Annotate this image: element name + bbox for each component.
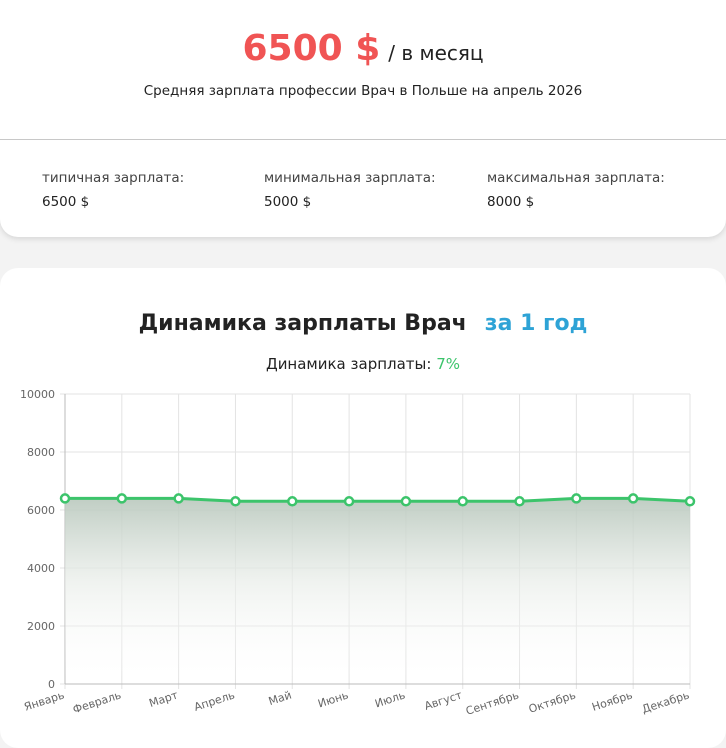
- y-tick-label: 8000: [27, 446, 55, 459]
- stat-value: 6500 $: [42, 194, 90, 210]
- point: [514, 496, 525, 507]
- amount-row: 6500 $ / в месяц: [0, 28, 726, 69]
- chart-title-row: Динамика зарплаты Врач за 1 год: [0, 311, 726, 336]
- x-tick-label: Июль: [373, 688, 407, 710]
- point: [571, 493, 582, 504]
- chart-title: Динамика зарплаты Врач: [138, 311, 467, 336]
- divider: [0, 139, 726, 140]
- stat: минимальная зарплата: 5000 $: [264, 170, 436, 210]
- chart: 0 2000 4000 6000 8000 10000 Январь Февраль Март А…: [20, 388, 696, 718]
- x-tick-label: Август: [423, 688, 464, 713]
- x-tick-label: Март: [147, 688, 180, 710]
- x-tick-label: Январь: [22, 688, 66, 713]
- point: [116, 493, 128, 504]
- x-tick-label: Февраль: [71, 688, 123, 716]
- change-value: 7%: [436, 355, 461, 373]
- stat-label: типичная зарплата:: [42, 170, 185, 186]
- stat: максимальная зарплата: 8000 $: [487, 170, 665, 210]
- point: [684, 496, 696, 507]
- change-label: Динамика зарплаты:: [265, 355, 432, 373]
- y-tick-label: 0: [48, 678, 55, 691]
- point: [287, 496, 298, 507]
- x-tick-label: Апрель: [192, 688, 236, 713]
- salary-amount: 6500 $: [242, 28, 381, 69]
- x-tick-label: Май: [267, 688, 293, 708]
- summary-card: 6500 $ / в месяц Средняя зарплата професс…: [0, 0, 726, 237]
- point: [230, 496, 241, 507]
- stat-value: 5000 $: [264, 194, 312, 210]
- x-tick-label: Ноябрь: [590, 688, 634, 713]
- point: [173, 493, 184, 504]
- point: [400, 496, 412, 507]
- stat: типичная зарплата: 6500 $: [42, 170, 184, 210]
- stat-label: максимальная зарплата:: [487, 170, 665, 186]
- point: [59, 493, 71, 504]
- change-row: Динамика зарплаты: 7%: [0, 355, 726, 373]
- x-tick-label: Октябрь: [527, 688, 577, 715]
- point: [343, 496, 355, 507]
- y-tick-label: 2000: [27, 620, 55, 633]
- salary-period: / в месяц: [388, 41, 484, 65]
- x-tick-label: Июнь: [316, 688, 350, 710]
- subtitle: Средняя зарплата профессии Врач в Польше…: [143, 83, 583, 99]
- line: [65, 496, 691, 503]
- period-link[interactable]: за 1 год: [484, 311, 588, 336]
- y-tick-label: 4000: [27, 562, 55, 575]
- x-tick-label: Сентябрь: [464, 688, 520, 717]
- point: [627, 493, 639, 504]
- point: [457, 496, 468, 507]
- stat-label: минимальная зарплата:: [264, 170, 436, 186]
- area: [65, 498, 690, 684]
- y-tick-label: 6000: [27, 504, 55, 517]
- stat-value: 8000 $: [487, 194, 535, 210]
- x-tick-label: Декабрь: [640, 688, 691, 716]
- y-tick-label: 10000: [20, 388, 55, 401]
